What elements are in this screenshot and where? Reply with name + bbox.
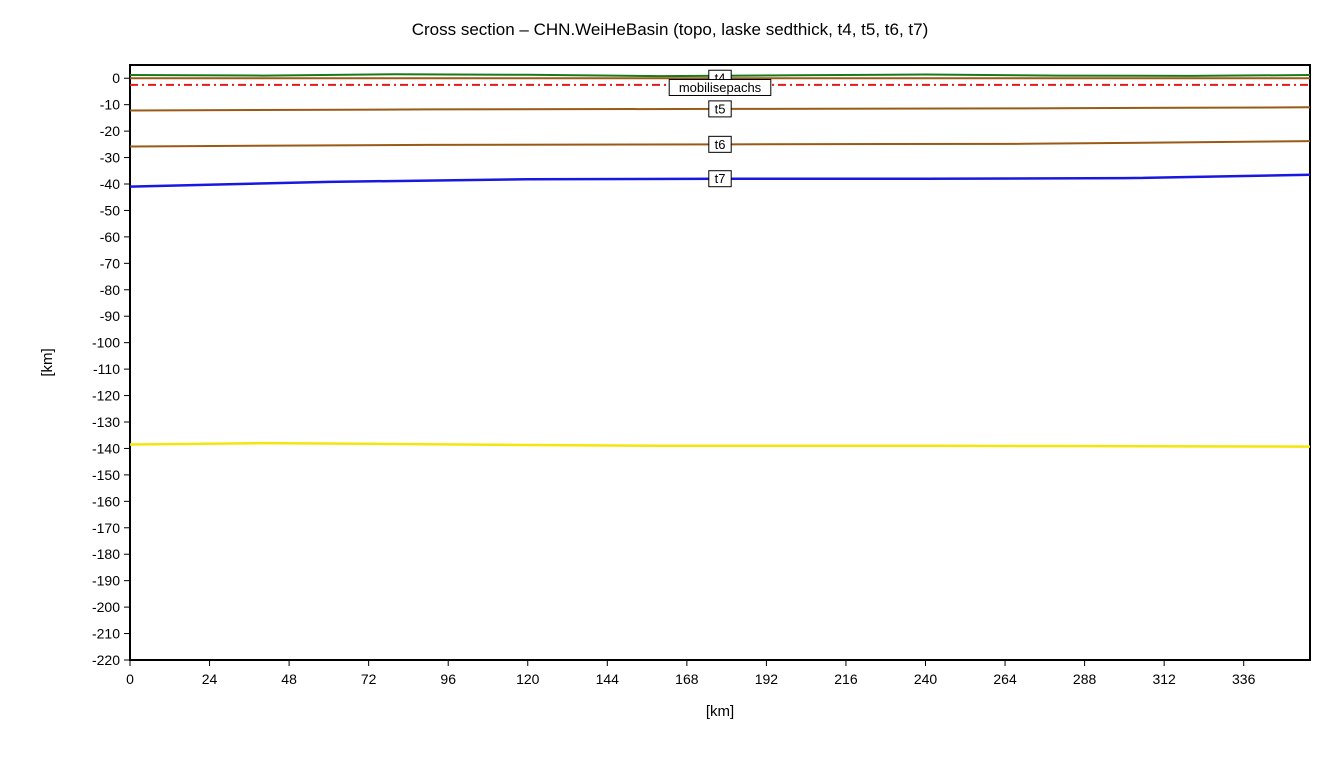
y-tick-label: -170	[92, 520, 120, 536]
x-tick-label: 24	[202, 671, 218, 687]
series-label-t7: t7	[715, 171, 726, 186]
x-tick-label: 48	[281, 671, 297, 687]
y-tick-label: 0	[112, 70, 120, 86]
y-tick-label: -220	[92, 652, 120, 668]
y-tick-label: -70	[100, 255, 120, 271]
y-tick-label: -90	[100, 308, 120, 324]
y-tick-label: -10	[100, 97, 120, 113]
y-tick-label: -120	[92, 388, 120, 404]
y-tick-label: -60	[100, 229, 120, 245]
y-tick-label: -210	[92, 626, 120, 642]
x-axis-label: [km]	[706, 703, 734, 720]
y-tick-label: -30	[100, 150, 120, 166]
y-tick-label: -80	[100, 282, 120, 298]
chart-title: Cross section – CHN.WeiHeBasin (topo, la…	[412, 20, 929, 39]
y-tick-label: -180	[92, 546, 120, 562]
y-tick-label: -20	[100, 123, 120, 139]
series-label-t5: t5	[715, 101, 726, 116]
x-tick-label: 96	[440, 671, 456, 687]
series-label-t6: t6	[715, 137, 726, 152]
y-axis-label: [km]	[39, 348, 56, 376]
series-label-mobilisepachs: mobilisepachs	[679, 80, 762, 95]
chart-svg: Cross section – CHN.WeiHeBasin (topo, la…	[0, 0, 1340, 757]
y-tick-label: -190	[92, 573, 120, 589]
x-tick-label: 312	[1152, 671, 1176, 687]
y-tick-label: -130	[92, 414, 120, 430]
x-tick-label: 216	[834, 671, 858, 687]
x-tick-label: 72	[361, 671, 377, 687]
y-tick-label: -110	[93, 361, 120, 377]
y-tick-label: -40	[100, 176, 120, 192]
y-tick-label: -150	[92, 467, 120, 483]
x-tick-label: 264	[993, 671, 1017, 687]
x-tick-label: 240	[914, 671, 938, 687]
x-tick-label: 288	[1073, 671, 1097, 687]
y-tick-label: -160	[92, 493, 120, 509]
y-tick-label: -200	[92, 599, 120, 615]
y-tick-label: -100	[92, 335, 120, 351]
x-tick-label: 168	[675, 671, 699, 687]
x-tick-label: 144	[596, 671, 620, 687]
x-tick-label: 120	[516, 671, 540, 687]
y-tick-label: -140	[92, 440, 120, 456]
x-tick-label: 0	[126, 671, 134, 687]
x-tick-label: 192	[755, 671, 779, 687]
x-tick-label: 336	[1232, 671, 1256, 687]
cross-section-chart: Cross section – CHN.WeiHeBasin (topo, la…	[0, 0, 1340, 757]
y-tick-label: -50	[100, 202, 120, 218]
